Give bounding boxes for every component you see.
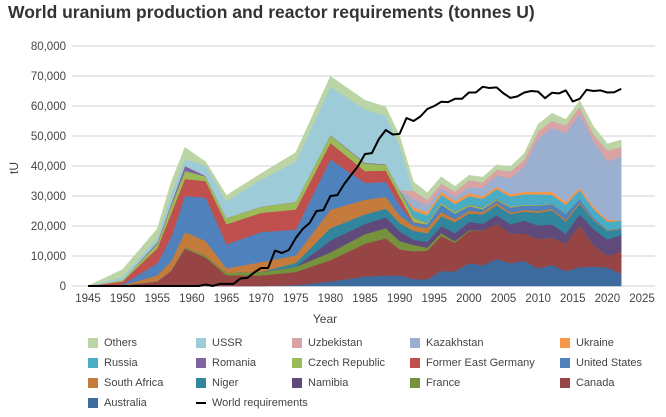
x-tick-label: 1995 bbox=[421, 293, 447, 305]
x-tick-label: 1965 bbox=[214, 293, 240, 305]
legend-swatch bbox=[196, 378, 206, 388]
x-tick-label: 2015 bbox=[560, 293, 586, 305]
legend-item-romania: Romania bbox=[196, 356, 256, 370]
x-tick-labels: 1945 1950 1955 1960 1965 1970 1975 1980 1985 1990… bbox=[75, 293, 655, 305]
legend-item-france: France bbox=[410, 376, 460, 390]
chart: 0 10,000 20,000 30,000 40,000 50,000 60,000 70,… bbox=[7, 41, 655, 326]
legend-label: Ukraine bbox=[576, 337, 614, 349]
legend-label: United States bbox=[576, 357, 643, 369]
legend-label: Uzbekistan bbox=[308, 337, 363, 349]
legend-label: Kazakhstan bbox=[426, 337, 484, 349]
x-tick-label: 1955 bbox=[144, 293, 170, 305]
legend-swatch bbox=[88, 358, 98, 368]
legend-label: Niger bbox=[212, 377, 239, 389]
y-tick-label: 60,000 bbox=[31, 101, 66, 113]
legend-label: Canada bbox=[576, 377, 615, 389]
legend-swatch bbox=[88, 378, 98, 388]
y-tick-label: 50,000 bbox=[31, 131, 66, 143]
y-tick-label: 20,000 bbox=[31, 221, 66, 233]
legend-swatch bbox=[560, 378, 570, 388]
y-tick-labels: 0 10,000 20,000 30,000 40,000 50,000 60,000 70,… bbox=[31, 41, 66, 293]
x-tick-label: 2025 bbox=[629, 293, 655, 305]
x-tick-label: 1990 bbox=[387, 293, 413, 305]
legend-item-ussr: USSR bbox=[196, 336, 243, 350]
legend-label: USSR bbox=[212, 337, 243, 349]
legend-item-others: Others bbox=[88, 336, 137, 350]
stacked-areas bbox=[87, 75, 622, 287]
legend-label: Former East Germany bbox=[426, 357, 535, 369]
legend-item-niger: Niger bbox=[196, 376, 238, 390]
legend-swatch bbox=[88, 398, 98, 408]
legend-item-former-east-germany: Former East Germany bbox=[410, 356, 535, 370]
x-tick-label: 1950 bbox=[110, 293, 136, 305]
legend-swatch bbox=[196, 338, 206, 348]
y-tick-label: 80,000 bbox=[31, 41, 66, 53]
legend-item-namibia: Namibia bbox=[292, 376, 348, 390]
y-tick-label: 10,000 bbox=[31, 251, 66, 263]
x-tick-label: 1975 bbox=[283, 293, 309, 305]
legend-item-ukraine: Ukraine bbox=[560, 336, 614, 350]
legend-label: France bbox=[426, 377, 461, 389]
x-tick-label: 1970 bbox=[248, 293, 274, 305]
legend-label: Romania bbox=[212, 357, 257, 369]
legend-swatch bbox=[560, 338, 570, 348]
legend-item-uzbekistan: Uzbekistan bbox=[292, 336, 362, 350]
x-tick-label: 1945 bbox=[75, 293, 101, 305]
x-tick-label: 1980 bbox=[318, 293, 344, 305]
y-tick-label: 30,000 bbox=[31, 191, 66, 203]
line-world-requirements bbox=[88, 85, 622, 287]
legend-swatch bbox=[410, 378, 420, 388]
legend-label: Russia bbox=[104, 357, 138, 369]
legend-label: Australia bbox=[104, 397, 147, 409]
legend-swatch bbox=[560, 358, 570, 368]
x-tick-label: 2010 bbox=[525, 293, 551, 305]
legend-item-world-requirements: World requirements bbox=[196, 396, 308, 410]
legend-label: Others bbox=[104, 337, 138, 349]
legend-label: World requirements bbox=[212, 397, 308, 409]
chart-title: World uranium production and reactor req… bbox=[8, 2, 535, 22]
legend-item-russia: Russia bbox=[88, 356, 138, 370]
x-tick-label: 2000 bbox=[456, 293, 482, 305]
legend: Others USSR Uzbekistan Kazakhstan Ukraine Rus… bbox=[0, 333, 666, 417]
legend-item-australia: Australia bbox=[88, 396, 147, 410]
requirements-line-group bbox=[88, 85, 622, 287]
x-tick-label: 2005 bbox=[491, 293, 517, 305]
legend-swatch bbox=[292, 358, 302, 368]
y-axis-label: tU bbox=[7, 162, 21, 174]
legend-swatch bbox=[196, 358, 206, 368]
y-tick-label: 70,000 bbox=[31, 71, 66, 83]
x-tick-label: 1960 bbox=[179, 293, 205, 305]
legend-item-kazakhstan: Kazakhstan bbox=[410, 336, 483, 350]
legend-label: South Africa bbox=[104, 377, 164, 389]
area-others bbox=[87, 75, 622, 287]
x-axis-label: Year bbox=[313, 312, 337, 326]
legend-swatch bbox=[410, 338, 420, 348]
legend-item-south-africa: South Africa bbox=[88, 376, 163, 390]
legend-label: Namibia bbox=[308, 377, 349, 389]
legend-label: Czech Republic bbox=[308, 357, 386, 369]
legend-item-czech-republic: Czech Republic bbox=[292, 356, 385, 370]
legend-line-swatch bbox=[196, 402, 206, 404]
y-tick-label: 0 bbox=[60, 281, 66, 293]
legend-swatch bbox=[292, 338, 302, 348]
x-tick-label: 2020 bbox=[595, 293, 621, 305]
legend-swatch bbox=[292, 378, 302, 388]
y-tick-label: 40,000 bbox=[31, 161, 66, 173]
legend-item-canada: Canada bbox=[560, 376, 615, 390]
x-tick-label: 1985 bbox=[352, 293, 378, 305]
legend-item-united-states: United States bbox=[560, 356, 642, 370]
legend-swatch bbox=[410, 358, 420, 368]
legend-swatch bbox=[88, 338, 98, 348]
